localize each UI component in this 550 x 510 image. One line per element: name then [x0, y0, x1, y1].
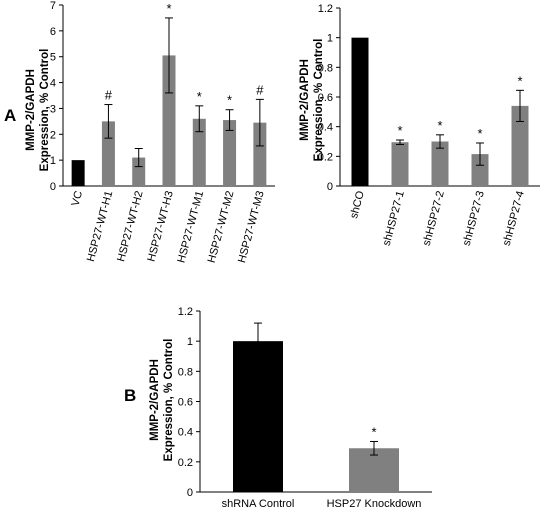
chart-b-knockdown: B MMP-2/GAPDH Expression, % Control 0 0.2…: [124, 306, 432, 510]
bar: [471, 154, 489, 186]
category-label: shHSP27-3: [461, 190, 487, 247]
y-axis-label-line2: Expression, % Control: [313, 39, 325, 162]
category-label: shHSP27-1: [381, 190, 407, 247]
y-tick-label: 1: [50, 155, 56, 167]
y-tick-label: 0.4: [178, 427, 193, 439]
bar: [349, 448, 399, 492]
y-axis-label-line1: MMP-2/GAPDH: [299, 59, 311, 141]
y-tick-label: 0.8: [318, 62, 333, 74]
chart-a-hsp27-shrna: MMP-2/GAPDH Expression, % Control 0 0.2 0.…: [299, 3, 540, 247]
category-label: HSP27-WT-M2: [206, 190, 237, 265]
y-tick-label: 6: [50, 26, 56, 38]
y-tick-label: 4: [50, 78, 56, 90]
y-axis-label-line2: Expression, % Control: [39, 49, 51, 172]
significance-marker: *: [437, 118, 442, 133]
significance-marker: *: [371, 424, 376, 439]
category-label: shHSP27-2: [421, 190, 447, 247]
significance-marker: *: [517, 73, 522, 88]
category-label: HSP27-WT-H1: [85, 190, 115, 263]
y-tick-label: 0: [50, 181, 56, 193]
category-label: shRNA Control: [222, 498, 295, 510]
significance-marker: #: [256, 82, 264, 97]
y-tick-label: 0: [327, 181, 333, 193]
y-tick-label: 7: [50, 0, 56, 12]
y-tick-label: 0.2: [318, 151, 333, 163]
bar: [511, 105, 529, 186]
bar: [223, 120, 237, 186]
significance-marker: *: [397, 123, 402, 138]
significance-marker: *: [166, 1, 171, 16]
y-tick-label: 0.6: [318, 92, 333, 104]
panel-label-b: B: [124, 386, 136, 405]
category-label: HSP27-WT-H2: [115, 190, 145, 263]
y-tick-label: 0.8: [178, 366, 193, 378]
y-tick-label: 0: [187, 487, 193, 499]
y-axis-label-line1: MMP-2/GAPDH: [25, 69, 37, 151]
y-tick-label: 3: [50, 103, 56, 115]
bar: [431, 141, 449, 186]
bar: [132, 157, 146, 186]
bar: [162, 55, 176, 186]
chart-a-hsp27-overexpression: A MMP-2/GAPDH Expression, % Control 0 1 2 3…: [4, 0, 275, 264]
y-tick-label: 1: [187, 336, 193, 348]
y-tick-label: 0.6: [178, 397, 193, 409]
significance-marker: #: [105, 88, 113, 103]
bar: [351, 37, 369, 186]
significance-marker: *: [227, 93, 232, 108]
category-label: VC: [69, 190, 85, 208]
y-tick-label: 0.2: [178, 457, 193, 469]
bar: [101, 121, 115, 186]
category-label: HSP27 Knockdown: [327, 498, 422, 510]
bar: [192, 118, 206, 186]
category-label: HSP27-WT-H3: [145, 190, 175, 263]
y-axis-label-line2: Expression, % Control: [163, 339, 175, 462]
y-tick-label: 0.4: [318, 122, 333, 134]
y-tick-label: 2: [50, 129, 56, 141]
bar: [253, 122, 267, 186]
significance-marker: *: [197, 89, 202, 104]
category-label: shCO: [348, 189, 367, 220]
bar: [71, 160, 85, 186]
category-label: shHSP27-4: [501, 190, 527, 247]
y-axis-label-line1: MMP-2/GAPDH: [149, 359, 161, 441]
panel-label-a: A: [4, 106, 16, 125]
y-tick-label: 5: [50, 52, 56, 64]
y-tick-label: 1: [327, 33, 333, 45]
bar: [233, 341, 283, 492]
category-label: HSP27-WT-M3: [236, 190, 267, 265]
significance-marker: *: [477, 126, 482, 141]
y-tick-label: 1.2: [318, 3, 333, 15]
bar: [391, 142, 409, 186]
y-tick-label: 1.2: [178, 306, 193, 318]
category-label: HSP27-WT-M1: [175, 190, 206, 265]
